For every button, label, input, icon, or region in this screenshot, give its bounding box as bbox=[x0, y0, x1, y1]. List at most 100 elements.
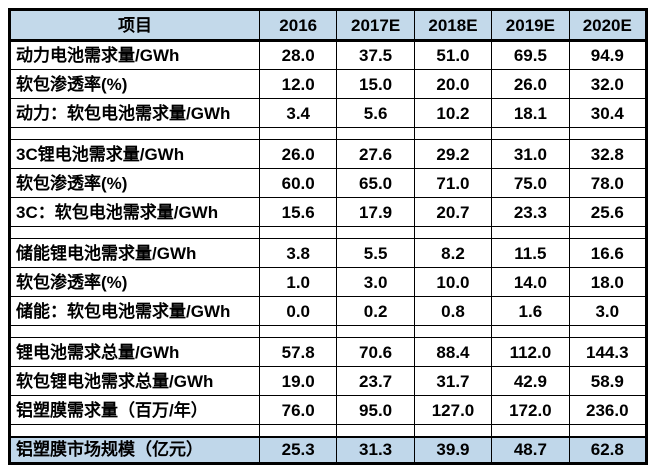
table-row-storage-pouch-demand: 储能：软包电池需求量/GWh 0.0 0.2 0.8 1.6 3.0 bbox=[9, 296, 648, 326]
cell-value: 20.7 bbox=[413, 197, 493, 227]
table-row-film-demand: 铝塑膜需求量（百万/年） 76.0 95.0 127.0 172.0 236.0 bbox=[9, 395, 648, 425]
cell-value: 78.0 bbox=[568, 168, 648, 198]
header-year-2019e: 2019E bbox=[491, 9, 570, 42]
header-year-2018e: 2018E bbox=[413, 9, 493, 42]
cell-value: 30.4 bbox=[568, 98, 648, 128]
cell-value: 18.0 bbox=[568, 267, 648, 297]
cell-value: 236.0 bbox=[568, 395, 648, 425]
cell-value: 37.5 bbox=[336, 40, 415, 70]
cell-value: 31.3 bbox=[336, 435, 415, 464]
cell-value: 57.8 bbox=[258, 337, 338, 367]
cell-value: 28.0 bbox=[258, 40, 338, 70]
cell-value: 23.7 bbox=[336, 366, 415, 396]
cell-value: 3.4 bbox=[258, 98, 338, 128]
battery-demand-forecast-table: 项目 2016 2017E 2018E 2019E 2020E 动力电池需求量/… bbox=[8, 8, 648, 465]
cell-value: 32.0 bbox=[568, 69, 648, 99]
cell-value: 42.9 bbox=[491, 366, 570, 396]
cell-value: 112.0 bbox=[491, 337, 570, 367]
cell-value: 16.6 bbox=[568, 238, 648, 268]
row-label: 锂电池需求总量/GWh bbox=[9, 337, 260, 367]
cell-value: 19.0 bbox=[258, 366, 338, 396]
table-row-total-pouch-demand: 软包锂电池需求总量/GWh 19.0 23.7 31.7 42.9 58.9 bbox=[9, 366, 648, 396]
cell-value: 1.6 bbox=[491, 296, 570, 326]
cell-value: 31.0 bbox=[491, 139, 570, 169]
cell-value: 58.9 bbox=[568, 366, 648, 396]
cell-value: 1.0 bbox=[258, 267, 338, 297]
cell-value: 69.5 bbox=[491, 40, 570, 70]
header-row: 项目 2016 2017E 2018E 2019E 2020E bbox=[9, 9, 648, 42]
cell-value: 144.3 bbox=[568, 337, 648, 367]
row-label: 铝塑膜需求量（百万/年） bbox=[9, 395, 260, 425]
cell-value: 76.0 bbox=[258, 395, 338, 425]
table-row-3c-pouch-demand: 3C：软包电池需求量/GWh 15.6 17.9 20.7 23.3 25.6 bbox=[9, 197, 648, 227]
cell-value: 88.4 bbox=[413, 337, 493, 367]
cell-value: 0.8 bbox=[413, 296, 493, 326]
cell-value: 48.7 bbox=[491, 435, 570, 464]
row-label: 3C锂电池需求量/GWh bbox=[9, 139, 260, 169]
table-row-storage-penetration: 软包渗透率(%) 1.0 3.0 10.0 14.0 18.0 bbox=[9, 267, 648, 297]
cell-value: 26.0 bbox=[491, 69, 570, 99]
row-label: 软包渗透率(%) bbox=[9, 168, 260, 198]
section-spacer-row bbox=[9, 424, 648, 437]
row-label: 储能：软包电池需求量/GWh bbox=[9, 296, 260, 326]
cell-value: 25.6 bbox=[568, 197, 648, 227]
cell-value: 17.9 bbox=[336, 197, 415, 227]
cell-value: 60.0 bbox=[258, 168, 338, 198]
cell-value: 29.2 bbox=[413, 139, 493, 169]
cell-value: 0.2 bbox=[336, 296, 415, 326]
cell-value: 15.6 bbox=[258, 197, 338, 227]
cell-value: 95.0 bbox=[336, 395, 415, 425]
cell-value: 39.9 bbox=[413, 435, 493, 464]
table-row-total-li-demand: 锂电池需求总量/GWh 57.8 70.6 88.4 112.0 144.3 bbox=[9, 337, 648, 367]
cell-value: 70.6 bbox=[336, 337, 415, 367]
cell-value: 127.0 bbox=[413, 395, 493, 425]
cell-value: 75.0 bbox=[491, 168, 570, 198]
row-label: 软包渗透率(%) bbox=[9, 69, 260, 99]
cell-value: 14.0 bbox=[491, 267, 570, 297]
row-label: 动力：软包电池需求量/GWh bbox=[9, 98, 260, 128]
header-year-2017e: 2017E bbox=[336, 9, 415, 42]
row-label: 3C：软包电池需求量/GWh bbox=[9, 197, 260, 227]
cell-value: 8.2 bbox=[413, 238, 493, 268]
cell-value: 62.8 bbox=[568, 435, 648, 464]
cell-value: 0.0 bbox=[258, 296, 338, 326]
section-spacer-row bbox=[9, 127, 648, 140]
row-label: 铝塑膜市场规模（亿元） bbox=[9, 435, 260, 464]
cell-value: 26.0 bbox=[258, 139, 338, 169]
cell-value: 10.0 bbox=[413, 267, 493, 297]
section-spacer-row bbox=[9, 325, 648, 338]
header-year-2020e: 2020E bbox=[568, 9, 648, 42]
cell-value: 18.1 bbox=[491, 98, 570, 128]
cell-value: 11.5 bbox=[491, 238, 570, 268]
cell-value: 3.8 bbox=[258, 238, 338, 268]
cell-value: 172.0 bbox=[491, 395, 570, 425]
row-label: 储能锂电池需求量/GWh bbox=[9, 238, 260, 268]
cell-value: 20.0 bbox=[413, 69, 493, 99]
cell-value: 5.5 bbox=[336, 238, 415, 268]
table-row-3c-demand: 3C锂电池需求量/GWh 26.0 27.6 29.2 31.0 32.8 bbox=[9, 139, 648, 169]
table-row-power-demand: 动力电池需求量/GWh 28.0 37.5 51.0 69.5 94.9 bbox=[9, 40, 648, 70]
cell-value: 51.0 bbox=[413, 40, 493, 70]
header-year-2016: 2016 bbox=[258, 9, 338, 42]
row-label: 软包渗透率(%) bbox=[9, 267, 260, 297]
table-row-power-pouch-demand: 动力：软包电池需求量/GWh 3.4 5.6 10.2 18.1 30.4 bbox=[9, 98, 648, 128]
cell-value: 32.8 bbox=[568, 139, 648, 169]
table-row-3c-penetration: 软包渗透率(%) 60.0 65.0 71.0 75.0 78.0 bbox=[9, 168, 648, 198]
cell-value: 23.3 bbox=[491, 197, 570, 227]
row-label: 软包锂电池需求总量/GWh bbox=[9, 366, 260, 396]
table-row-storage-demand: 储能锂电池需求量/GWh 3.8 5.5 8.2 11.5 16.6 bbox=[9, 238, 648, 268]
section-spacer-row bbox=[9, 226, 648, 239]
cell-value: 10.2 bbox=[413, 98, 493, 128]
cell-value: 94.9 bbox=[568, 40, 648, 70]
cell-value: 27.6 bbox=[336, 139, 415, 169]
cell-value: 65.0 bbox=[336, 168, 415, 198]
row-label: 动力电池需求量/GWh bbox=[9, 40, 260, 70]
cell-value: 3.0 bbox=[336, 267, 415, 297]
table-row-film-market-size: 铝塑膜市场规模（亿元） 25.3 31.3 39.9 48.7 62.8 bbox=[9, 435, 648, 464]
header-item-column: 项目 bbox=[9, 9, 260, 42]
table-row-power-penetration: 软包渗透率(%) 12.0 15.0 20.0 26.0 32.0 bbox=[9, 69, 648, 99]
cell-value: 31.7 bbox=[413, 366, 493, 396]
cell-value: 3.0 bbox=[568, 296, 648, 326]
cell-value: 25.3 bbox=[258, 435, 338, 464]
